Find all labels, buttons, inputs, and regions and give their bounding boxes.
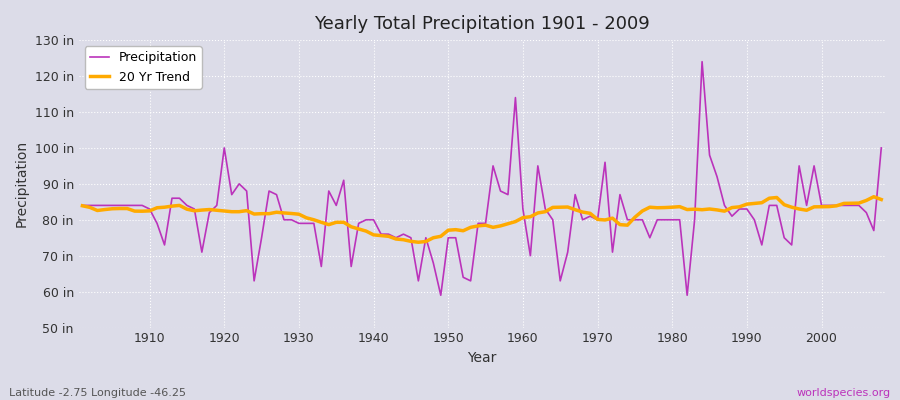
Precipitation (458, 275, 469, 280)
20 Yr Trend (159, 205, 170, 210)
20 Yr Trend (413, 240, 424, 245)
Precipitation (159, 242, 170, 247)
Precipitation (77, 203, 88, 208)
Precipitation (876, 146, 886, 150)
Legend: Precipitation, 20 Yr Trend: Precipitation, 20 Yr Trend (85, 46, 202, 89)
Line: 20 Yr Trend: 20 Yr Trend (83, 197, 881, 242)
Precipitation (794, 164, 805, 168)
20 Yr Trend (719, 209, 730, 214)
Line: Precipitation: Precipitation (83, 62, 881, 295)
Text: Latitude -2.75 Longitude -46.25: Latitude -2.75 Longitude -46.25 (9, 388, 186, 398)
Precipitation (204, 210, 215, 215)
Precipitation (726, 214, 737, 218)
Precipitation (436, 293, 446, 298)
20 Yr Trend (771, 195, 782, 200)
20 Yr Trend (868, 194, 879, 199)
20 Yr Trend (787, 205, 797, 210)
Title: Yearly Total Precipitation 1901 - 2009: Yearly Total Precipitation 1901 - 2009 (314, 15, 650, 33)
X-axis label: Year: Year (467, 351, 497, 365)
Precipitation (778, 235, 789, 240)
Text: worldspecies.org: worldspecies.org (796, 388, 891, 398)
20 Yr Trend (876, 197, 886, 202)
20 Yr Trend (458, 228, 469, 233)
20 Yr Trend (77, 203, 88, 208)
Precipitation (697, 59, 707, 64)
20 Yr Trend (204, 207, 215, 212)
Y-axis label: Precipitation: Precipitation (15, 140, 29, 228)
